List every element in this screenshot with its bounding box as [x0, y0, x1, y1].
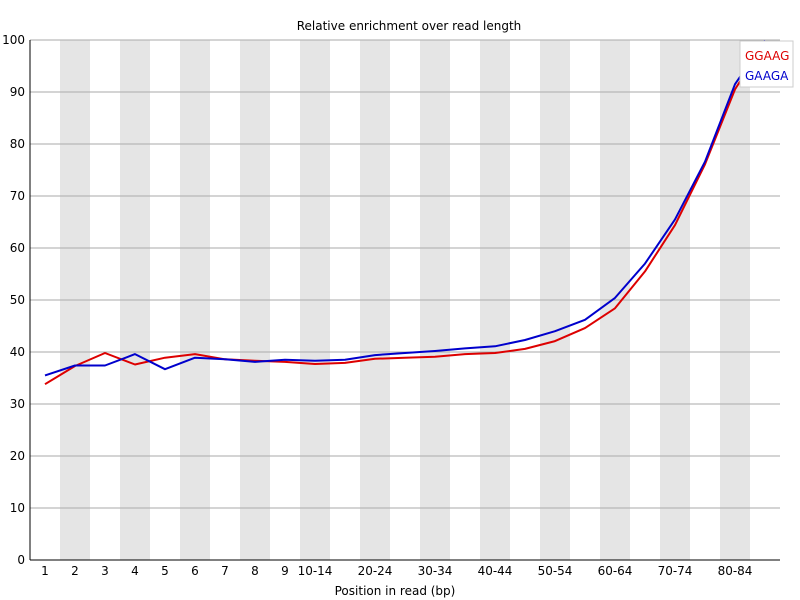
legend: GGAAG GAAGA [739, 40, 794, 88]
y-tick-label: 60 [10, 241, 25, 255]
legend-entry-1: GGAAG [745, 49, 789, 63]
chart-title: Relative enrichment over read length [297, 19, 522, 33]
legend-entry-2: GAAGA [745, 69, 789, 83]
x-tick-label: 70-74 [658, 564, 693, 578]
x-tick-label: 60-64 [598, 564, 633, 578]
y-tick-label: 100 [2, 33, 25, 47]
series-line-2 [44, 39, 766, 377]
x-axis-label: Position in read (bp) [335, 584, 456, 598]
x-tick-label: 1 [41, 564, 49, 578]
grid-lines [30, 39, 780, 509]
axes [29, 40, 780, 561]
y-tick-label: 30 [10, 397, 25, 411]
x-tick-label: 80-84 [718, 564, 753, 578]
y-tick-label: 10 [10, 501, 25, 515]
y-tick-label: 90 [10, 85, 25, 99]
legend-box [739, 40, 794, 88]
x-tick-label: 50-54 [538, 564, 573, 578]
y-tick-label: 40 [10, 345, 25, 359]
x-tick-label: 10-14 [298, 564, 333, 578]
series-line-1 [44, 41, 766, 386]
series-lines [44, 39, 766, 386]
x-tick-label: 3 [101, 564, 109, 578]
y-tick-label: 70 [10, 189, 25, 203]
x-tick-label: 6 [191, 564, 199, 578]
y-tick-label: 0 [17, 553, 25, 567]
y-tick-label: 20 [10, 449, 25, 463]
x-tick-label: 20-24 [358, 564, 393, 578]
x-tick-label: 7 [221, 564, 229, 578]
x-tick-label: 30-34 [418, 564, 453, 578]
x-tick-label: 4 [131, 564, 139, 578]
x-tick-label: 8 [251, 564, 259, 578]
x-tick-label: 5 [161, 564, 169, 578]
y-tick-label: 50 [10, 293, 25, 307]
x-tick-label: 9 [281, 564, 289, 578]
x-tick-label: 40-44 [478, 564, 513, 578]
y-tick-labels: 0 10 20 30 40 50 60 70 80 90 100 [2, 33, 25, 567]
y-tick-label: 80 [10, 137, 25, 151]
x-tick-label: 2 [71, 564, 79, 578]
x-tick-labels: 1 2 3 4 5 6 7 8 9 10-14 20-24 30-34 40-44 50-54 60-64 7… [41, 564, 752, 578]
